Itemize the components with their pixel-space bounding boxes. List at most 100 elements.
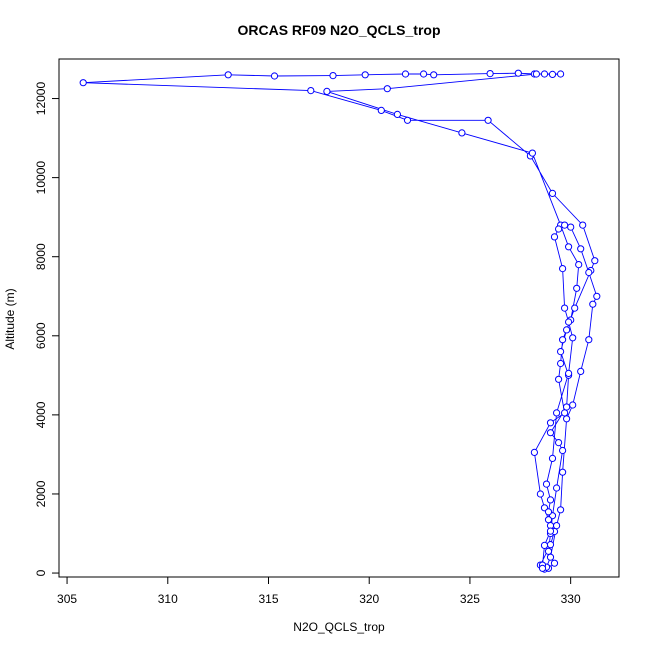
data-point [546, 553, 555, 561]
data-point [430, 71, 438, 79]
data-point [563, 326, 571, 334]
x-tick-label: 320 [359, 592, 379, 606]
y-tick-label: 0 [34, 569, 48, 576]
data-point [546, 419, 555, 427]
data-point [561, 304, 569, 312]
data-point [536, 490, 545, 498]
data-point [458, 129, 466, 137]
data-point [577, 367, 585, 375]
data-point [377, 106, 385, 115]
x-tick-label: 330 [561, 592, 581, 606]
x-tick-label: 325 [460, 592, 480, 606]
data-point [401, 70, 410, 78]
y-tick-label: 4000 [34, 401, 48, 428]
y-axis-label: Altitude (m) [3, 288, 17, 349]
data-point [329, 72, 337, 80]
data-point [565, 318, 573, 326]
data-point [563, 415, 571, 423]
data-point [559, 446, 567, 455]
data-point [544, 516, 553, 524]
data-point [559, 336, 567, 344]
series-layer [83, 72, 598, 570]
data-point [270, 72, 279, 80]
data-point [546, 541, 555, 549]
data-point [589, 300, 597, 308]
data-point [532, 70, 541, 78]
data-point [548, 70, 557, 79]
data-point [548, 189, 557, 197]
y-tick-label: 8000 [34, 243, 48, 270]
y-axis: 0 2000 4000 6000 8000 10000 12000 [34, 82, 60, 576]
data-point [540, 541, 549, 550]
plot-frame [58, 58, 620, 578]
data-point [514, 69, 522, 77]
data-point [538, 564, 547, 572]
data-point [585, 268, 593, 277]
data-point [550, 233, 559, 241]
data-point [567, 223, 575, 231]
data-point [403, 116, 412, 124]
data-point [579, 221, 587, 229]
data-point [557, 506, 565, 514]
data-point [569, 401, 577, 409]
data-point [548, 454, 557, 462]
data-point [569, 334, 577, 342]
data-point [557, 348, 565, 356]
data-point [544, 547, 553, 555]
series-line [83, 72, 598, 570]
data-point [528, 149, 537, 157]
data-point [573, 284, 581, 292]
data-point [383, 85, 391, 93]
data-point [550, 559, 559, 567]
chart-title: ORCAS RF09 N2O_QCLS_trop [237, 22, 440, 38]
x-axis: 305 310 315 320 325 330 [57, 576, 581, 606]
data-point [557, 70, 565, 78]
data-point [553, 409, 561, 417]
y-tick-label: 10000 [34, 161, 48, 195]
data-point [565, 369, 573, 377]
data-point [393, 110, 401, 119]
data-point [559, 468, 567, 476]
data-point [555, 225, 563, 233]
data-point [593, 292, 601, 300]
data-point [530, 448, 539, 456]
data-point [553, 522, 561, 530]
data-point [484, 116, 492, 124]
data-point [563, 403, 571, 411]
data-point [540, 70, 549, 78]
x-tick-label: 305 [57, 592, 77, 606]
data-point [555, 439, 563, 447]
data-point [323, 87, 331, 96]
data-point [557, 359, 565, 368]
data-point [561, 409, 569, 417]
data-point [575, 261, 583, 269]
data-point [420, 70, 428, 78]
x-tick-label: 315 [258, 592, 278, 606]
marker-layer [79, 69, 601, 573]
data-point [555, 375, 563, 383]
data-point [559, 265, 567, 273]
data-point [565, 243, 573, 251]
data-point [577, 245, 585, 253]
data-point [546, 429, 555, 437]
data-point [553, 484, 561, 492]
y-tick-label: 12000 [34, 82, 48, 116]
data-point [544, 508, 553, 516]
y-tick-label: 6000 [34, 322, 48, 349]
data-point [307, 87, 315, 95]
y-tick-label: 2000 [34, 480, 48, 507]
data-point [561, 221, 569, 229]
data-point [224, 71, 232, 79]
x-axis-label: N2O_QCLS_trop [293, 620, 385, 634]
data-point [546, 527, 555, 535]
data-point [79, 79, 87, 87]
data-point [546, 496, 555, 504]
data-point [571, 304, 579, 312]
x-tick-label: 310 [158, 592, 178, 606]
data-point [542, 480, 551, 488]
data-point [486, 70, 494, 78]
data-point [591, 257, 599, 265]
data-point [361, 71, 369, 79]
data-point [585, 336, 593, 344]
